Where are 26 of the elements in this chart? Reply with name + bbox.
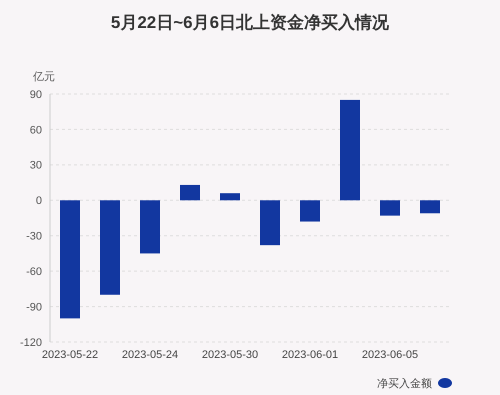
bar (260, 200, 280, 246)
bar (380, 200, 400, 216)
y-tick-label: -60 (26, 266, 42, 278)
y-tick-label: 30 (30, 160, 42, 172)
y-tick-label: 90 (30, 88, 42, 101)
y-tick-label: -120 (20, 336, 42, 349)
x-tick-label: 2023-05-22 (42, 349, 98, 361)
bar (100, 200, 120, 295)
chart-title: 5月22日~6月6日北上资金净买入情况 (110, 13, 390, 32)
y-tick-label: 0 (36, 195, 42, 208)
bar (300, 200, 320, 222)
y-tick-label: -90 (26, 301, 42, 314)
x-tick-label: 2023-05-30 (202, 349, 258, 361)
x-tick-label: 2023-05-24 (122, 349, 178, 361)
x-tick-label: 2023-06-01 (282, 349, 338, 361)
bar (180, 184, 200, 200)
x-tick-label: 2023-06-05 (362, 349, 418, 361)
bar (420, 200, 440, 214)
bar (220, 193, 240, 200)
bar (60, 200, 80, 318)
y-tick-label: 60 (30, 124, 42, 136)
bar (140, 200, 160, 254)
y-axis-title: 亿元 (32, 71, 55, 83)
legend-label: 净买入金额 (377, 376, 432, 390)
bar (340, 100, 360, 200)
y-tick-label: -30 (26, 230, 42, 243)
